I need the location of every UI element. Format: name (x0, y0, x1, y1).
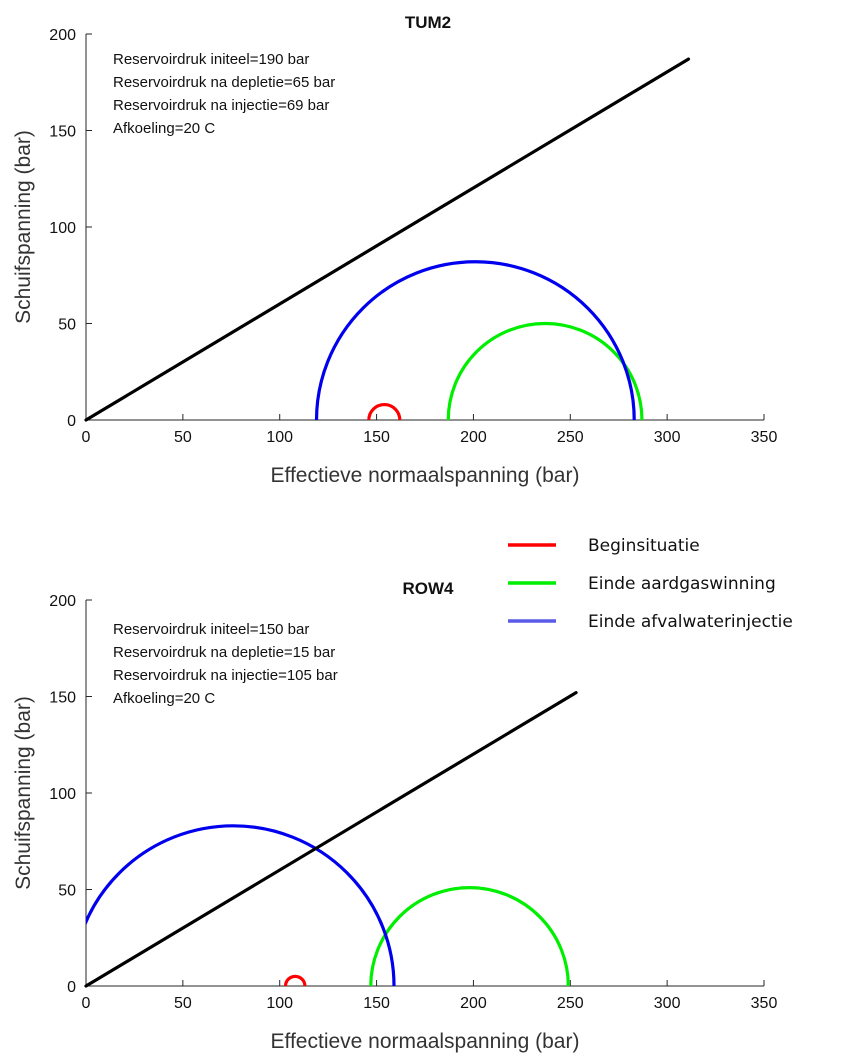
x-tick-label: 250 (557, 995, 584, 1012)
legend: Beginsituatie Einde aardgaswinning Einde a… (508, 536, 793, 632)
x-tick-label: 200 (460, 429, 487, 446)
failure-line (84, 57, 691, 422)
y-tick-label: 200 (49, 593, 76, 610)
annotation-line: Afkoeling=20 C (113, 690, 215, 707)
chart-title: ROW4 (403, 579, 455, 598)
legend-label: Beginsituatie (588, 536, 700, 556)
failure-line (84, 691, 578, 988)
annotation-line: Reservoirdruk na injectie=105 bar (113, 667, 338, 684)
x-tick-label: 300 (654, 995, 681, 1012)
mohr-circle-afvalwaterinjectie (314, 260, 636, 421)
y-tick-label: 100 (49, 786, 76, 803)
chart-title: TUM2 (405, 13, 451, 32)
mohr-circle-beginsituatie (367, 403, 402, 421)
x-tick-label: 200 (460, 995, 487, 1012)
x-tick-label: 150 (363, 429, 390, 446)
y-axis-label: Schuifspanning (bar) (12, 696, 35, 890)
mohr-circle-aardgaswinning (369, 885, 570, 987)
x-tick-label: 350 (751, 995, 778, 1012)
x-tick-label: 100 (266, 429, 293, 446)
y-tick-label: 150 (49, 690, 76, 707)
x-tick-label: 50 (174, 995, 192, 1012)
mohr-circle-aardgaswinning (446, 322, 644, 421)
y-tick-label: 0 (67, 413, 76, 430)
annotation-line: Reservoirdruk initeel=190 bar (113, 51, 309, 68)
y-tick-label: 50 (58, 317, 76, 334)
mohr-circle-afvalwaterinjectie (86, 824, 396, 987)
legend-label: Einde aardgaswinning (588, 574, 776, 594)
legend-label: Einde afvalwaterinjectie (588, 612, 793, 632)
x-tick-label: 250 (557, 429, 584, 446)
chart-row4: 0 50 100 150 200 250 300 350 0 50 100 150 200 ROW4 Eff… (12, 579, 777, 1053)
x-tick-label: 50 (174, 429, 192, 446)
x-tick-label: 100 (266, 995, 293, 1012)
y-tick-label: 0 (67, 979, 76, 996)
chart-tum2: 0 50 100 150 200 250 300 350 0 50 100 150 200 TUM2 Eff… (12, 13, 777, 487)
x-axis-label: Effectieve normaalspanning (bar) (271, 1030, 580, 1053)
x-axis-label: Effectieve normaalspanning (bar) (271, 464, 580, 487)
y-tick-label: 200 (49, 27, 76, 44)
annotation-line: Reservoirdruk initeel=150 bar (113, 621, 309, 638)
x-tick-label: 300 (654, 429, 681, 446)
x-tick-label: 0 (82, 995, 91, 1012)
mohr-circle-beginsituatie (283, 974, 307, 987)
x-tick-label: 350 (751, 429, 778, 446)
y-tick-label: 150 (49, 124, 76, 141)
y-axis-label: Schuifspanning (bar) (12, 130, 35, 324)
annotation-line: Reservoirdruk na depletie=65 bar (113, 74, 335, 91)
y-tick-label: 100 (49, 220, 76, 237)
x-tick-label: 150 (363, 995, 390, 1012)
annotation-line: Afkoeling=20 C (113, 120, 215, 137)
x-tick-label: 0 (82, 429, 91, 446)
annotation-line: Reservoirdruk na injectie=69 bar (113, 97, 329, 114)
y-tick-label: 50 (58, 883, 76, 900)
annotation-line: Reservoirdruk na depletie=15 bar (113, 644, 335, 661)
